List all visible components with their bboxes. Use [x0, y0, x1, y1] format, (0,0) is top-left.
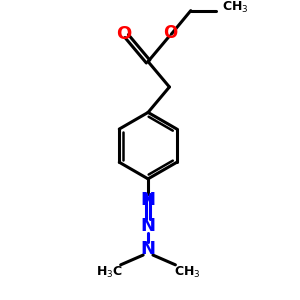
Text: CH$_3$: CH$_3$ [222, 0, 249, 15]
Text: N: N [140, 240, 155, 258]
Text: H$_3$C: H$_3$C [95, 265, 122, 280]
Text: N: N [140, 191, 155, 209]
Text: O: O [116, 25, 131, 43]
Text: CH$_3$: CH$_3$ [174, 265, 200, 280]
Text: N: N [140, 217, 155, 235]
Text: O: O [163, 24, 178, 42]
